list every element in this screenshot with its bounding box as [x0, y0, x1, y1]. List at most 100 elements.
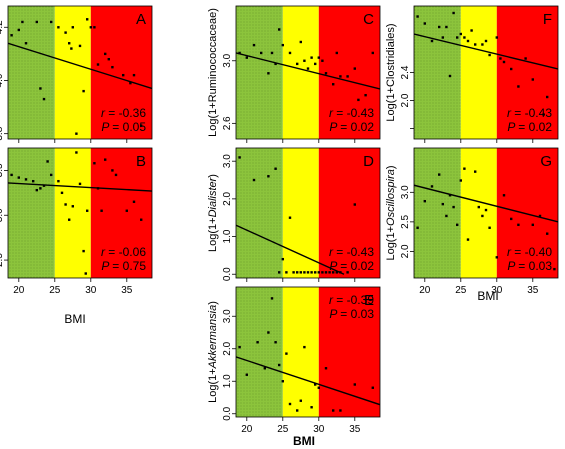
data-point-f-18: [499, 57, 502, 60]
stat-r-symbol-c: r: [329, 106, 336, 120]
regression-line-f: [414, 33, 558, 70]
data-point-e-2: [256, 341, 259, 344]
data-point-a-19: [96, 63, 100, 66]
data-point-g-17: [495, 256, 498, 259]
data-point-g-5: [445, 214, 448, 218]
x-tick-label-g-2: 30: [491, 285, 503, 296]
data-point-f-11: [466, 39, 470, 43]
data-point-a-7: [50, 20, 53, 24]
data-point-e-16: [317, 386, 320, 389]
data-point-d-17: [324, 271, 328, 274]
panel-letter-d: D: [363, 153, 374, 170]
zone-overweight-e: [282, 287, 319, 417]
stat-p-g: P = 0.03: [507, 259, 552, 273]
data-point-d-0: [238, 156, 241, 159]
plot-frame-a: [7, 5, 153, 140]
stat-r-value-f: = -0.43: [514, 106, 552, 120]
zone-normal-a: [8, 6, 55, 139]
stat-r-value-c: = -0.43: [336, 106, 374, 120]
data-point-f-20: [510, 67, 513, 71]
data-point-c-20: [335, 51, 338, 55]
stat-r-symbol-b: r: [101, 245, 108, 259]
data-point-a-11: [70, 47, 73, 50]
data-point-a-26: [140, 124, 143, 127]
data-point-a-3: [24, 42, 28, 45]
stat-r-a: r = -0.36: [101, 106, 146, 120]
data-point-e-4: [267, 331, 270, 334]
data-point-c-21: [339, 75, 342, 78]
data-point-d-1: [252, 178, 256, 182]
data-point-e-21: [371, 386, 374, 389]
data-point-c-13: [306, 67, 310, 70]
data-point-c-3: [260, 51, 263, 55]
data-point-a-12: [71, 26, 74, 29]
data-point-e-12: [299, 399, 302, 402]
data-point-g-21: [531, 223, 534, 227]
data-point-d-9: [296, 271, 299, 274]
data-point-g-10: [463, 167, 466, 170]
panel-e: 0.0 1.0 2.0 3.0 20 25 30 35 Log(1+Akkermansia) Er…: [207, 286, 381, 435]
x-axis-label-middle: BMI: [293, 434, 315, 448]
data-point-b-27: [140, 218, 143, 221]
panels-group: 3.84.04.2Log(Firmicutes)Ar = -0.36P = 0.…: [0, 5, 559, 435]
data-point-b-23: [111, 169, 114, 172]
panel-letter-c: C: [363, 11, 374, 28]
data-point-d-19: [332, 271, 335, 274]
stat-p-value-a: = 0.05: [112, 120, 146, 134]
data-point-e-18: [332, 409, 335, 412]
data-point-g-23: [546, 232, 549, 235]
data-point-f-5: [445, 25, 448, 29]
stat-p-c: P = 0.02: [329, 120, 374, 134]
data-point-b-2: [24, 178, 28, 181]
zone-normal-f: [414, 6, 461, 139]
stat-r-symbol-d: r: [329, 245, 336, 259]
stat-p-e: P = 0.03: [329, 307, 374, 321]
data-point-f-2: [430, 39, 434, 43]
stat-p-value-c: = 0.02: [340, 120, 374, 134]
data-point-a-22: [111, 65, 114, 69]
x-axis-label-left: BMI: [64, 312, 85, 326]
data-point-d-23: [353, 203, 356, 206]
regression-line-b: [8, 182, 152, 192]
data-point-b-4: [35, 188, 38, 192]
zone-normal-c: [236, 6, 283, 139]
data-point-c-25: [364, 93, 367, 97]
data-point-a-1: [17, 28, 20, 32]
data-point-d-6: [278, 271, 281, 274]
data-point-e-10: [288, 402, 292, 406]
data-point-c-16: [317, 56, 320, 59]
data-point-f-19: [502, 60, 506, 64]
stat-r-value-e: = -0.39: [336, 293, 374, 307]
data-point-c-6: [274, 62, 277, 66]
data-point-f-9: [459, 32, 462, 36]
x-axis-label-right: BMI: [477, 289, 498, 303]
data-point-f-23: [531, 78, 534, 81]
data-point-e-15: [314, 383, 317, 386]
data-point-g-7: [452, 205, 455, 209]
data-point-g-8: [456, 223, 459, 227]
y-tick-label-a-1: 4.0: [0, 73, 5, 87]
data-point-e-13: [303, 345, 306, 349]
stat-r-d: r = -0.43: [329, 245, 374, 259]
zone-overweight-a: [54, 6, 91, 139]
stat-r-value-b: = -0.06: [108, 245, 146, 259]
zone-obese-c: [318, 6, 380, 139]
y-tick-label-a-2: 4.2: [0, 20, 5, 34]
stat-p-f: P = 0.02: [507, 120, 552, 134]
y-axis-label-taxon-d: Dialister: [207, 176, 219, 217]
data-point-f-12: [470, 29, 473, 32]
data-point-g-19: [510, 217, 513, 221]
data-point-f-21: [517, 85, 520, 88]
data-point-d-12: [306, 271, 310, 274]
zone-obese-e: [318, 287, 380, 417]
plot-frame-g: [413, 147, 559, 279]
data-point-c-9: [288, 51, 292, 55]
data-point-a-0: [10, 34, 13, 37]
data-point-d-11: [303, 271, 306, 274]
y-tick-label-f-1: 2.0: [400, 93, 411, 107]
stat-p-symbol-e: P: [329, 307, 340, 321]
data-point-e-1: [245, 373, 248, 376]
zone-normal-b: [8, 148, 55, 278]
data-point-e-6: [274, 341, 277, 344]
